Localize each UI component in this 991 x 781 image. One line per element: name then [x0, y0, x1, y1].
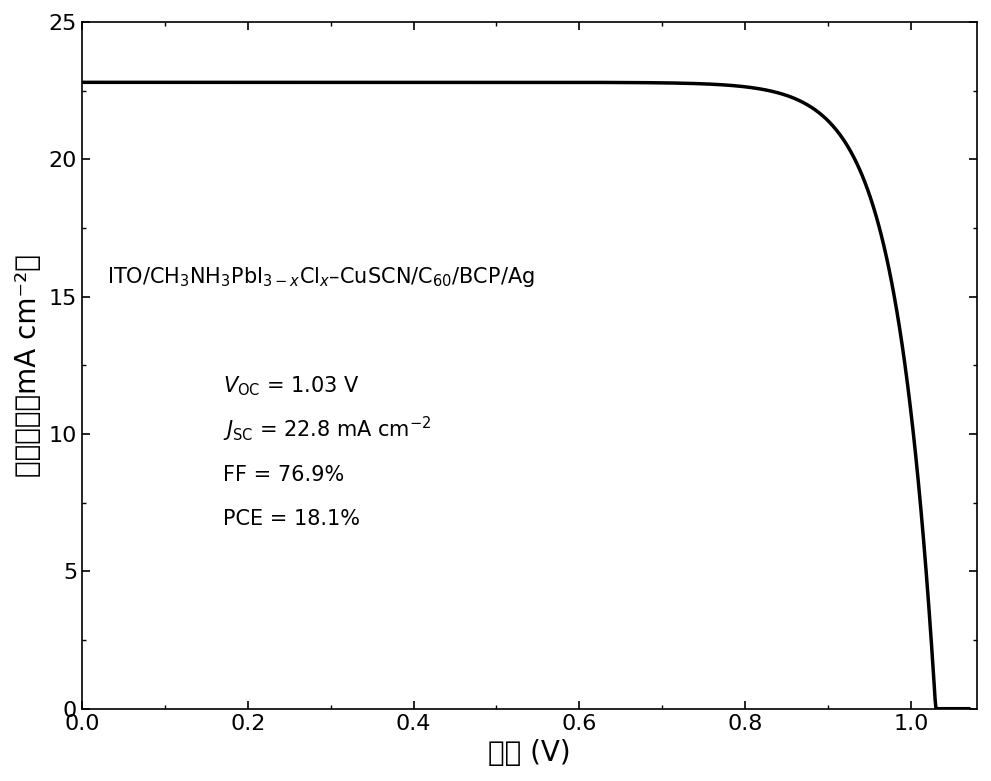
- Text: PCE = 18.1%: PCE = 18.1%: [223, 508, 360, 529]
- Text: ITO/CH$_3$NH$_3$PbI$_{3-x}$Cl$_x$–CuSCN/C$_{60}$/BCP/Ag: ITO/CH$_3$NH$_3$PbI$_{3-x}$Cl$_x$–CuSCN/…: [107, 265, 535, 289]
- Text: $J_\mathrm{SC}$ = 22.8 mA cm$^{-2}$: $J_\mathrm{SC}$ = 22.8 mA cm$^{-2}$: [223, 414, 431, 444]
- Y-axis label: 电流密度（mA cm⁻²）: 电流密度（mA cm⁻²）: [14, 254, 42, 476]
- Text: FF = 76.9%: FF = 76.9%: [223, 465, 344, 485]
- X-axis label: 电压 (V): 电压 (V): [489, 739, 571, 767]
- Text: $V_\mathrm{OC}$ = 1.03 V: $V_\mathrm{OC}$ = 1.03 V: [223, 375, 360, 398]
